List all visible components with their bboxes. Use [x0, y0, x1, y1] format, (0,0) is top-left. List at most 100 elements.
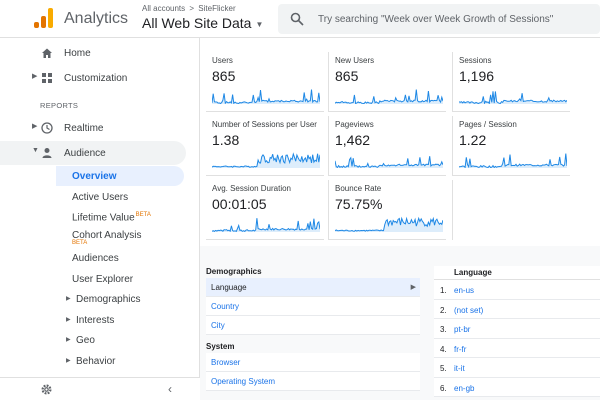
metric-card-pages-per-session[interactable]: Pages / Session 1.22	[452, 116, 570, 176]
property-selector[interactable]: All Web Site Data ▼	[142, 15, 263, 31]
sidebar: Home ▶ Customization REPORTS ▶ Realtime …	[0, 38, 200, 400]
language-link[interactable]: (not set)	[454, 305, 484, 315]
demographics-item-language[interactable]: Language ▶	[206, 278, 420, 297]
gear-icon[interactable]	[40, 383, 53, 396]
expand-arrow-icon: ▶	[66, 317, 71, 323]
sidebar-item-audience[interactable]: ▼ Audience	[0, 141, 186, 165]
system-title: System	[206, 342, 235, 351]
sidebar-item-audiences[interactable]: Audiences	[56, 248, 184, 268]
sidebar-item-realtime[interactable]: ▶ Realtime	[0, 116, 186, 140]
row-number: 6.	[440, 383, 447, 393]
expand-arrow-icon: ▶	[66, 337, 71, 343]
metric-card-new-users[interactable]: New Users 865	[328, 52, 446, 112]
collapse-sidebar-icon[interactable]: ‹	[168, 382, 172, 396]
grid-icon	[42, 73, 52, 83]
metric-label: Users	[212, 56, 233, 65]
metric-value: 1.38	[212, 132, 240, 148]
table-row: 5. it-it	[434, 358, 600, 378]
metric-value: 865	[212, 68, 236, 84]
home-icon	[42, 48, 52, 58]
breadcrumb-separator: >	[189, 4, 195, 13]
sidebar-item-label: Customization	[64, 73, 128, 84]
sidebar-subitem-label: Lifetime Value	[72, 212, 135, 224]
sidebar-subitem-label: Demographics	[76, 294, 141, 305]
sparkline-line	[335, 156, 443, 168]
sidebar-subitem-label: Behavior	[76, 356, 116, 367]
language-table: Language 1. en-us 2. (not set) 3. pt-br …	[434, 266, 600, 397]
sidebar-item-label: Realtime	[64, 123, 104, 134]
sidebar-item-home[interactable]: Home	[0, 41, 186, 65]
table-row: 6. en-gb	[434, 378, 600, 397]
metric-value: 00:01:05	[212, 196, 267, 212]
reports-section-label: REPORTS	[40, 101, 79, 110]
language-link[interactable]: en-gb	[454, 383, 475, 393]
demographics-panel: Demographics Language ▶ Country City Sys…	[206, 266, 420, 391]
sidebar-item-overview[interactable]: Overview	[56, 166, 184, 186]
language-link[interactable]: it-it	[454, 364, 465, 373]
sidebar-item-active-users[interactable]: Active Users	[56, 187, 184, 207]
language-link[interactable]: pt-br	[454, 325, 471, 334]
dropdown-caret-icon: ▼	[255, 19, 264, 29]
search-icon	[290, 12, 304, 26]
expand-arrow-icon: ▶	[66, 358, 71, 364]
chevron-right-icon: ▶	[410, 284, 416, 291]
demographics-item-city[interactable]: City	[206, 316, 420, 335]
metric-card-bounce-rate[interactable]: Bounce Rate 75.75%	[328, 180, 446, 240]
sidebar-item-customization[interactable]: ▶ Customization	[0, 66, 186, 90]
beta-badge: BETA	[72, 240, 88, 246]
system-item-browser[interactable]: Browser	[206, 353, 420, 372]
sparkline	[212, 218, 320, 232]
sidebar-item-label: Home	[64, 48, 91, 59]
sparkline-area	[459, 153, 567, 168]
search-placeholder: Try searching "Week over Week Growth of …	[318, 14, 554, 25]
sidebar-subitem-label: User Explorer	[72, 274, 134, 285]
sidebar-item-demographics[interactable]: ▶ Demographics	[56, 289, 184, 309]
language-link[interactable]: fr-fr	[454, 344, 467, 354]
sidebar-subitem-label: Interests	[76, 315, 115, 326]
analytics-logo-icon[interactable]	[34, 8, 54, 28]
metric-card-users[interactable]: Users 865	[206, 52, 324, 112]
sparkline	[459, 153, 567, 168]
sidebar-subitem-label: Cohort Analysis	[72, 230, 142, 241]
sparkline-line	[212, 152, 320, 168]
metric-card-avg-session-duration[interactable]: Avg. Session Duration 00:01:05	[206, 180, 324, 240]
breadcrumb[interactable]: All accounts > SiteFlicker	[142, 4, 236, 13]
metric-value: 1.22	[459, 132, 487, 148]
system-item-operating-system[interactable]: Operating System	[206, 372, 420, 391]
sidebar-item-lifetime-value[interactable]: Lifetime ValueBETA	[56, 207, 184, 227]
sidebar-item-user-explorer[interactable]: User Explorer	[56, 269, 184, 289]
sparkline-line	[335, 89, 443, 104]
language-table-header: Language	[434, 266, 600, 280]
sparkline-line	[459, 153, 567, 168]
metric-label: Bounce Rate	[335, 184, 382, 193]
metric-value: 1,196	[459, 68, 495, 84]
search-box[interactable]: Try searching "Week over Week Growth of …	[278, 4, 600, 34]
sparkline	[212, 152, 320, 168]
sidebar-subitem-label: Active Users	[72, 192, 129, 203]
demographics-item-label: Language	[211, 283, 247, 292]
metric-card-sessions-per-user[interactable]: Number of Sessions per User 1.38	[206, 116, 324, 176]
metric-card-empty	[452, 180, 570, 240]
sparkline	[335, 216, 443, 232]
sidebar-subitem-label: Audiences	[72, 253, 119, 264]
sparkline-area	[335, 89, 443, 104]
sidebar-item-geo[interactable]: ▶ Geo	[56, 330, 184, 350]
breadcrumb-account[interactable]: SiteFlicker	[198, 4, 236, 13]
metric-value: 1,462	[335, 132, 371, 148]
app-name[interactable]: Analytics	[64, 10, 129, 27]
metric-card-pageviews[interactable]: Pageviews 1,462	[328, 116, 446, 176]
sparkline-area	[335, 156, 443, 168]
expand-arrow-icon: ▶	[66, 296, 71, 302]
sidebar-item-behavior[interactable]: ▶ Behavior	[56, 351, 184, 371]
metric-card-sessions[interactable]: Sessions 1,196	[452, 52, 570, 112]
language-link[interactable]: en-us	[454, 286, 475, 295]
sidebar-subitem-label: Overview	[72, 171, 117, 182]
sparkline-line	[459, 91, 567, 104]
demographics-item-country[interactable]: Country	[206, 297, 420, 316]
sidebar-item-interests[interactable]: ▶ Interests	[56, 310, 184, 330]
sidebar-item-cohort-analysis[interactable]: Cohort Analysis BETA	[56, 225, 184, 246]
breadcrumb-accounts[interactable]: All accounts	[142, 4, 186, 13]
clock-icon	[41, 122, 53, 134]
sparkline	[212, 89, 320, 104]
system-item-label: Operating System	[211, 377, 276, 386]
